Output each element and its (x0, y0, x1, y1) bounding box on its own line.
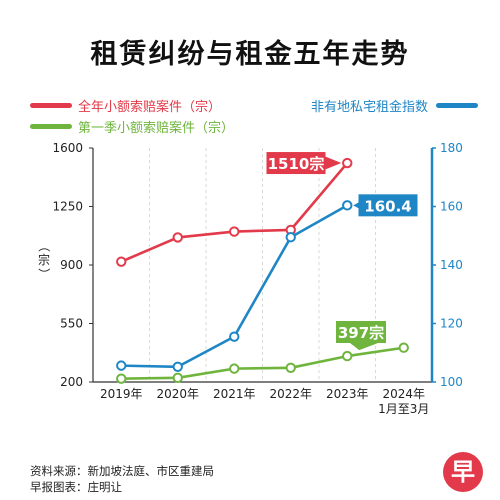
left-tick-label: 1600 (52, 141, 83, 155)
callout-pointer-red (324, 156, 342, 171)
left-tick-label: 550 (60, 317, 83, 331)
callout-box-red (266, 152, 326, 175)
right-tick-label: 180 (440, 141, 463, 155)
series-line-red (120, 162, 349, 263)
x-tick-label: 2019年 (100, 387, 143, 401)
source-line: 资料来源：新加坡法庭、市区重建局 (30, 464, 214, 478)
callout-label-blue: 160.4 (364, 197, 411, 215)
x-tick-label: 1月至3月 (378, 402, 429, 416)
legend-green: 第一季小额索赔案件（宗） (30, 117, 234, 136)
data-point-blue (172, 361, 183, 372)
left-tick-label: 900 (60, 258, 83, 272)
right-tick-label: 120 (440, 317, 463, 331)
data-point-red (116, 256, 127, 267)
right-tick-label: 160 (440, 200, 463, 214)
legend-blue: 非有地私宅租金指数 (311, 96, 478, 115)
right-tick-label: 100 (440, 375, 463, 389)
data-point-green (285, 362, 296, 373)
data-point-blue (229, 331, 240, 342)
zaobao-logo: 早 (443, 452, 483, 492)
data-point-blue (116, 360, 127, 371)
data-point-green (116, 373, 127, 384)
chart-title: 租赁纠纷与租金五年走势 (90, 39, 410, 70)
data-point-red (172, 232, 183, 243)
callout-label-green: 397宗 (338, 324, 384, 342)
data-point-green (229, 363, 240, 374)
x-tick-label: 2023年 (326, 387, 369, 401)
x-tick-label: 2020年 (156, 387, 199, 401)
legend-green-swatch (30, 124, 72, 129)
data-point-blue (342, 200, 353, 211)
legend-green-label: 第一季小额索赔案件（宗） (78, 121, 235, 136)
legend-blue-label: 非有地私宅租金指数 (310, 100, 428, 115)
legend-red-swatch (30, 103, 72, 108)
y-axis-label-char: 宗 (38, 252, 50, 267)
legend-red: 全年小额索赔案件（宗） (30, 96, 221, 115)
legend-red-label: 全年小额索赔案件（宗） (78, 100, 222, 115)
source-note: 资料来源：新加坡法庭、市区重建局 早报图表：庄明让 (30, 463, 214, 495)
callout-box-green (336, 321, 386, 343)
data-point-green (172, 372, 183, 384)
y-axis-label-char: （ (37, 240, 51, 252)
data-point-red (342, 157, 353, 169)
left-tick-label: 200 (60, 375, 83, 389)
series-line-green (121, 346, 404, 380)
x-tick-label: 2024年 (382, 387, 425, 401)
left-tick-label: 1250 (52, 200, 83, 214)
y-axis-label-char: ） (37, 268, 51, 280)
data-point-green (342, 350, 353, 362)
x-tick-label: 2022年 (269, 387, 312, 401)
callout-pointer-green (350, 343, 378, 351)
credit-line: 早报图表：庄明让 (30, 480, 122, 494)
callout-label-red: 1510宗 (268, 155, 325, 173)
legend-blue-swatch (436, 103, 478, 108)
right-tick-label: 140 (440, 258, 463, 272)
data-point-red (229, 226, 240, 237)
logo-glyph: 早 (451, 458, 475, 486)
data-point-blue (285, 232, 296, 243)
data-point-green (398, 342, 409, 353)
x-tick-label: 2021年 (213, 387, 256, 401)
callout-box-blue (358, 194, 418, 217)
